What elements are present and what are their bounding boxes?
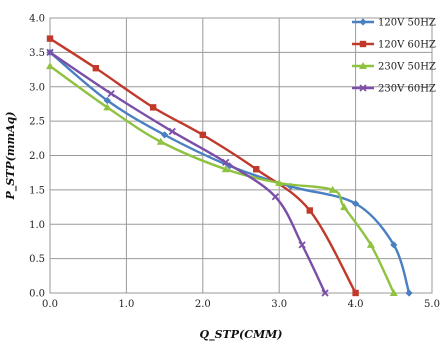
- marker-stroke: [298, 241, 306, 249]
- y-axis-label: P_STP(mmAq): [4, 111, 18, 200]
- data-point-marker: [271, 193, 280, 201]
- data-point-marker: [287, 182, 295, 191]
- data-point-marker: [359, 40, 367, 48]
- data-point-marker: [321, 289, 329, 297]
- series-2: [46, 35, 359, 297]
- legend-label: 230V 50HZ: [378, 62, 436, 73]
- marker-stroke: [359, 84, 367, 92]
- series-3: [46, 62, 398, 296]
- y-tick-label: 1.5: [29, 185, 45, 196]
- data-point-marker: [46, 48, 54, 57]
- y-tick-label: 0.0: [29, 289, 45, 300]
- data-point-marker: [390, 241, 398, 249]
- data-point-marker: [149, 104, 157, 111]
- x-tick-label: 3.0: [271, 299, 287, 310]
- legend-item: 230V 50HZ: [352, 62, 436, 73]
- legend-item: 120V 50HZ: [352, 18, 436, 29]
- data-point-marker: [222, 158, 230, 167]
- marker-stroke: [46, 48, 54, 57]
- data-point-marker: [46, 35, 54, 42]
- marker-stroke: [271, 193, 280, 201]
- y-tick-label: 2.5: [29, 117, 45, 128]
- data-point-marker: [366, 240, 375, 248]
- data-point-marker: [389, 289, 398, 296]
- marker-stroke: [222, 158, 230, 167]
- grid: [49, 17, 433, 294]
- data-point-marker: [103, 96, 111, 105]
- x-tick-label: 0.0: [42, 299, 58, 310]
- data-point-marker: [352, 289, 359, 297]
- y-tick-label: 2.0: [29, 151, 45, 162]
- data-point-marker: [103, 103, 112, 111]
- legend-item: 230V 60HZ: [352, 84, 436, 95]
- x-tick-labels: 0.0 1.0 2.0 3.0 4.0 5.0: [42, 299, 440, 310]
- series-layer: [46, 35, 413, 297]
- x-tick-label: 2.0: [195, 299, 211, 310]
- y-tick-labels: 0.0 0.5 1.0 1.5 2.0 2.5 3.0 3.5 4.0: [29, 14, 45, 300]
- y-tick-label: 0.5: [29, 254, 45, 265]
- data-point-marker: [359, 18, 367, 26]
- y-tick-label: 3.0: [29, 82, 45, 93]
- data-point-marker: [328, 185, 337, 193]
- data-point-marker: [221, 165, 230, 173]
- legend-label: 120V 50HZ: [378, 18, 436, 29]
- data-point-marker: [359, 84, 367, 92]
- x-axis-label: Q_STP(CMM): [200, 328, 283, 342]
- legend: 120V 50HZ 120V 60HZ 230V 50HZ 230V 60HZ: [352, 18, 436, 95]
- data-point-marker: [405, 289, 413, 297]
- data-point-marker: [161, 131, 169, 139]
- marker-stroke: [321, 289, 329, 297]
- series-4: [46, 48, 329, 297]
- data-point-marker: [253, 166, 260, 173]
- y-tick-label: 4.0: [29, 14, 45, 25]
- data-point-marker: [168, 127, 176, 136]
- legend-label: 230V 60HZ: [378, 84, 436, 95]
- data-point-marker: [298, 241, 306, 249]
- data-point-marker: [107, 89, 115, 98]
- legend-item: 120V 60HZ: [352, 40, 436, 51]
- data-point-marker: [199, 131, 206, 139]
- x-tick-label: 1.0: [118, 299, 134, 310]
- marker-stroke: [168, 127, 176, 136]
- data-point-marker: [156, 137, 165, 145]
- y-tick-label: 1.0: [29, 220, 45, 231]
- series-line: [49, 51, 411, 294]
- data-point-marker: [306, 207, 313, 214]
- data-point-marker: [340, 203, 349, 211]
- legend-label: 120V 60HZ: [378, 40, 436, 51]
- marker-stroke: [107, 89, 115, 98]
- data-point-marker: [46, 62, 54, 70]
- data-point-marker: [92, 64, 100, 72]
- data-point-marker: [352, 200, 360, 208]
- data-point-marker: [275, 179, 284, 186]
- x-tick-label: 4.0: [348, 299, 364, 310]
- data-point-marker: [359, 62, 367, 69]
- y-tick-label: 3.5: [29, 48, 45, 59]
- x-tick-label: 5.0: [424, 299, 440, 310]
